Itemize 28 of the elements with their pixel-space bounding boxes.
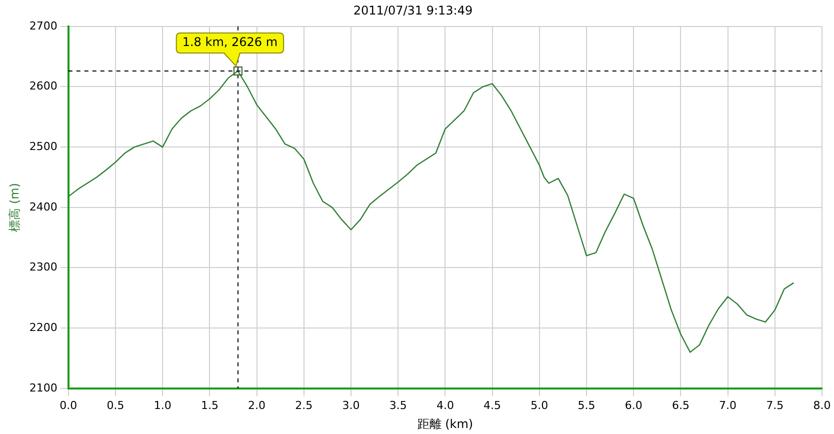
y-axis-title: 標高 (m) <box>7 182 22 232</box>
y-tick-label: 2300 <box>29 260 58 274</box>
x-tick-label: 0.5 <box>106 398 124 412</box>
x-tick-label: 4.5 <box>484 398 502 412</box>
y-tick-label: 2400 <box>29 200 58 214</box>
y-tick-label: 2700 <box>29 19 58 32</box>
y-tick-label: 2600 <box>29 80 58 93</box>
y-tick-label: 2500 <box>29 140 58 153</box>
x-tick-label: 3.5 <box>389 398 407 412</box>
x-tick-label: 5.5 <box>578 398 596 412</box>
x-tick-label: 5.0 <box>530 398 548 412</box>
chart-title: 2011/07/31 9:13:49 <box>353 3 473 18</box>
x-axis-title: 距離 (km) <box>417 416 474 431</box>
x-tick-label: 8.0 <box>813 398 831 412</box>
x-tick-label: 2.0 <box>248 398 266 412</box>
x-tick-label: 1.5 <box>200 398 218 412</box>
x-tick-label: 2.5 <box>295 398 313 412</box>
x-tick-label: 6.5 <box>672 398 690 412</box>
x-tick-label: 1.0 <box>154 398 172 412</box>
x-tick-label: 6.0 <box>624 398 642 412</box>
x-tick-label: 7.5 <box>766 398 784 412</box>
x-tick-label: 3.0 <box>342 398 360 412</box>
y-tick-label: 2200 <box>29 320 58 334</box>
y-tick-label: 2100 <box>29 381 58 394</box>
x-tick-label: 4.0 <box>436 398 454 412</box>
x-tick-label: 0.0 <box>60 398 78 412</box>
annotation: 1.8 km, 2626 m <box>182 35 278 50</box>
x-tick-label: 7.0 <box>719 398 737 412</box>
